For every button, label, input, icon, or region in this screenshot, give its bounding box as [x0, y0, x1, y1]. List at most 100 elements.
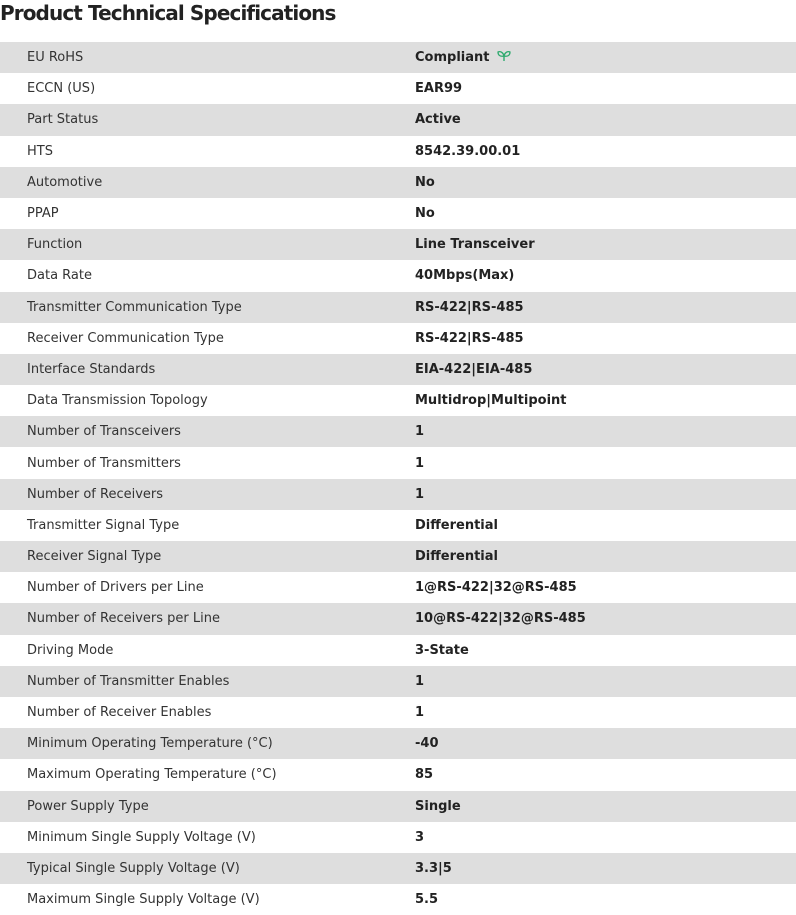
spec-label: Automotive	[27, 174, 103, 190]
spec-label: Receiver Signal Type	[27, 549, 162, 565]
spec-value-cell: RS-422|RS-485	[415, 292, 796, 323]
spec-value: RS-422|RS-485	[415, 299, 524, 315]
spec-value: Differential	[415, 549, 498, 565]
spec-value-cell: 1	[415, 479, 796, 510]
spec-value: 1	[415, 424, 425, 440]
spec-value: EAR99	[415, 81, 463, 97]
spec-label: Driving Mode	[27, 642, 114, 658]
spec-value: 1	[415, 486, 425, 502]
spec-label: Maximum Operating Temperature (°C)	[27, 767, 277, 783]
spec-value-cell: 3	[415, 822, 796, 853]
spec-row: Maximum Single Supply Voltage (V) 5.5	[0, 884, 796, 915]
spec-value: No	[415, 174, 435, 190]
spec-value-cell: 1@RS-422|32@RS-485	[415, 572, 796, 603]
leaf-icon	[497, 50, 512, 66]
spec-label: Transmitter Signal Type	[27, 517, 180, 533]
spec-label: Number of Receiver Enables	[27, 705, 212, 721]
spec-label: Number of Receivers per Line	[27, 611, 220, 627]
spec-value-cell: Differential	[415, 541, 796, 572]
spec-value: -40	[415, 736, 439, 752]
spec-row: Driving Mode 3-State	[0, 635, 796, 666]
spec-value: 3.3|5	[415, 860, 452, 876]
spec-value: Multidrop|Multipoint	[415, 393, 567, 409]
spec-label: Interface Standards	[27, 361, 156, 377]
spec-row: Number of Receivers per Line 10@RS-422|32…	[0, 603, 796, 635]
spec-row: Typical Single Supply Voltage (V) 3.3|5	[0, 852, 796, 885]
page-title: Product Technical Specifications	[0, 1, 336, 25]
spec-label: EU RoHS	[27, 50, 84, 66]
spec-label: Minimum Single Supply Voltage (V)	[27, 829, 256, 845]
spec-row: Transmitter Signal Type Differential	[0, 510, 796, 541]
spec-row: ECCN (US) EAR99	[0, 73, 796, 104]
spec-row: Minimum Operating Temperature (°C) -40	[0, 728, 796, 760]
spec-value-cell: No	[415, 198, 796, 229]
spec-row: Number of Transmitters 1	[0, 447, 796, 478]
spec-label: PPAP	[27, 206, 59, 222]
spec-value-cell: RS-422|RS-485	[415, 323, 796, 354]
spec-row: Data Rate 40Mbps(Max)	[0, 260, 796, 291]
spec-value-cell: 5.5	[415, 884, 796, 915]
spec-value: 3	[415, 829, 425, 845]
spec-value-cell: EAR99	[415, 73, 796, 104]
spec-value-cell: 10@RS-422|32@RS-485	[415, 603, 796, 634]
spec-value-cell: Multidrop|Multipoint	[415, 385, 796, 416]
spec-value: 1	[415, 455, 425, 471]
spec-label: Minimum Operating Temperature (°C)	[27, 736, 273, 752]
spec-label: Transmitter Communication Type	[27, 299, 242, 315]
spec-row: Part Status Active	[0, 104, 796, 136]
spec-value: Active	[415, 112, 461, 128]
spec-value-cell: 40Mbps(Max)	[415, 260, 796, 291]
spec-row: Interface Standards EIA-422|EIA-485	[0, 353, 796, 386]
spec-row: HTS 8542.39.00.01	[0, 136, 796, 167]
spec-value: Compliant	[415, 49, 490, 65]
spec-row: Function Line Transceiver	[0, 229, 796, 261]
spec-value: RS-422|RS-485	[415, 330, 524, 346]
spec-row: Number of Drivers per Line 1@RS-422|32@RS…	[0, 572, 796, 603]
spec-row: Number of Receiver Enables 1	[0, 697, 796, 728]
spec-value-cell: 1	[415, 697, 796, 728]
spec-value-cell: Differential	[415, 510, 796, 541]
spec-value-cell: No	[415, 167, 796, 198]
spec-label: Number of Drivers per Line	[27, 580, 204, 596]
spec-value: No	[415, 206, 435, 222]
spec-label: Part Status	[27, 112, 99, 128]
spec-value: 85	[415, 767, 434, 783]
spec-label: Maximum Single Supply Voltage (V)	[27, 892, 260, 908]
spec-label: Power Supply Type	[27, 798, 149, 814]
spec-label: Receiver Communication Type	[27, 330, 224, 346]
spec-row: PPAP No	[0, 198, 796, 229]
specs-table: EU RoHS Compliant ECCN (US) EAR99 Part Statu…	[0, 42, 796, 915]
spec-row: Number of Transceivers 1	[0, 416, 796, 448]
spec-value: 40Mbps(Max)	[415, 268, 515, 284]
spec-label: Typical Single Supply Voltage (V)	[27, 860, 240, 876]
spec-value-cell: -40	[415, 728, 796, 759]
spec-label: Number of Transmitters	[27, 455, 181, 471]
spec-value-cell: 1	[415, 666, 796, 697]
spec-label: Function	[27, 237, 83, 253]
spec-value-cell: 85	[415, 759, 796, 790]
spec-value-cell: 3.3|5	[415, 853, 796, 884]
spec-row: Receiver Signal Type Differential	[0, 541, 796, 573]
spec-row: EU RoHS Compliant	[0, 42, 796, 74]
spec-value: 1	[415, 705, 425, 721]
spec-row: Minimum Single Supply Voltage (V) 3	[0, 822, 796, 853]
spec-value-cell: Active	[415, 104, 796, 135]
spec-row: Receiver Communication Type RS-422|RS-485	[0, 323, 796, 354]
spec-value-cell: EIA-422|EIA-485	[415, 354, 796, 385]
spec-label: Data Rate	[27, 268, 92, 284]
spec-value: EIA-422|EIA-485	[415, 361, 533, 377]
spec-row: Data Transmission Topology Multidrop|Mult…	[0, 385, 796, 416]
spec-value: 1@RS-422|32@RS-485	[415, 580, 577, 596]
spec-value-cell: 3-State	[415, 635, 796, 666]
spec-row: Number of Receivers 1	[0, 478, 796, 510]
spec-label: HTS	[27, 143, 53, 159]
spec-label: Number of Transceivers	[27, 424, 181, 440]
spec-value-cell: Compliant	[415, 42, 796, 73]
spec-label: Number of Receivers	[27, 486, 164, 502]
spec-value: 1	[415, 673, 425, 689]
spec-row: Power Supply Type Single	[0, 790, 796, 822]
spec-label: ECCN (US)	[27, 81, 96, 97]
spec-value: 3-State	[415, 642, 469, 658]
spec-value-cell: Single	[415, 791, 796, 822]
spec-value: Single	[415, 798, 461, 814]
